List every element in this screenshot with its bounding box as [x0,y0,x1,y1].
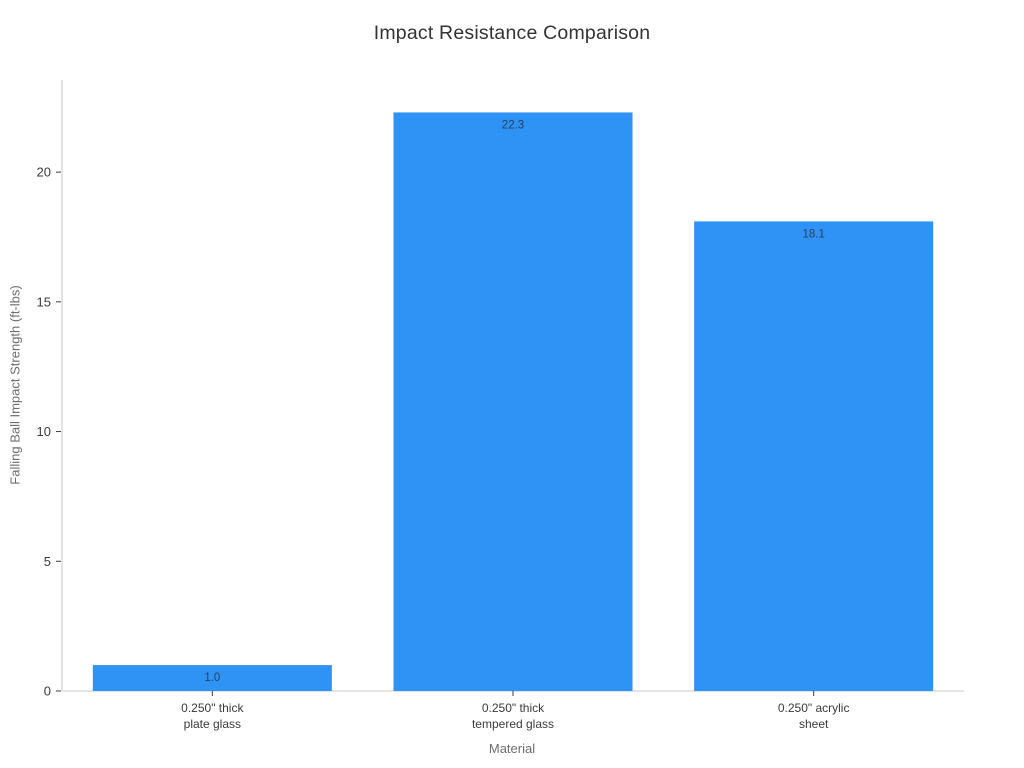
bar-value-label: 18.1 [802,228,824,240]
y-tick-label: 15 [37,294,51,309]
y-tick-label: 20 [37,165,51,180]
x-category-label: 0.250" thick plate glass [181,701,244,731]
bar [393,112,633,691]
y-tick-label: 10 [37,424,51,439]
chart-title: Impact Resistance Comparison [373,22,651,44]
y-tick-label: 0 [44,684,51,699]
bar [694,221,934,691]
x-category-label: 0.250" acrylic sheet [778,701,850,731]
bar [92,665,332,691]
bar-value-label: 1.0 [204,672,220,684]
bar-value-label: 22.3 [502,119,524,131]
x-axis-title: Material [488,741,536,756]
x-category-label: 0.250" thick tempered glass [472,701,554,731]
y-tick-label: 5 [44,554,51,569]
